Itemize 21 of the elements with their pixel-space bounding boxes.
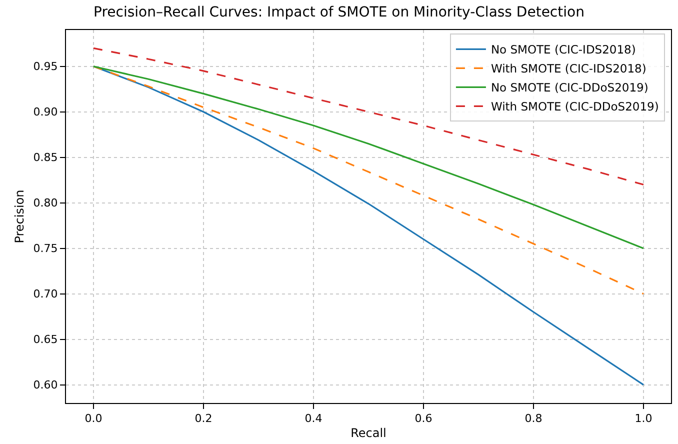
y-tick-label: 0.65 <box>33 333 58 346</box>
y-tick-label: 0.90 <box>33 106 58 119</box>
x-tick-label: 0.8 <box>524 412 542 426</box>
y-tick-label: 0.75 <box>33 242 58 256</box>
x-tick-label: 0.0 <box>84 412 102 426</box>
legend-label: With SMOTE (CIC-IDS2018) <box>490 62 646 76</box>
legend-label: No SMOTE (CIC-IDS2018) <box>490 42 636 57</box>
y-tick-label: 0.85 <box>33 151 58 164</box>
x-tick-label: 0.4 <box>304 412 322 426</box>
y-tick-label: 0.80 <box>33 196 58 210</box>
x-axis-title: Recall <box>350 426 386 440</box>
y-tick-label: 0.70 <box>33 288 58 301</box>
x-tick-label: 0.2 <box>194 412 212 426</box>
legend-label: With SMOTE (CIC-DDoS2019) <box>490 100 659 114</box>
y-tick-label: 0.95 <box>33 60 58 74</box>
x-tick-label: 1.0 <box>634 412 652 426</box>
legend-label: No SMOTE (CIC-DDoS2019) <box>490 80 648 95</box>
x-tick-label: 0.6 <box>414 412 432 426</box>
chart-title: Precision–Recall Curves: Impact of SMOTE on Minority-Class Detection <box>94 4 584 20</box>
y-axis-title: Precision <box>12 190 27 244</box>
y-tick-label: 0.60 <box>33 378 58 392</box>
